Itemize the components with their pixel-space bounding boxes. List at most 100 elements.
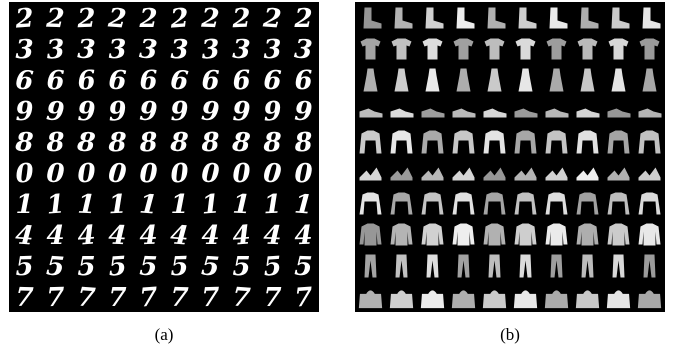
fashion-item [422,224,444,246]
digit: 8 [75,127,96,158]
page: (a) (b) 22222222223333333333666666666699… [0,0,681,356]
digit: 7 [294,282,314,313]
digit: 1 [263,190,282,221]
digit: 0 [232,159,251,190]
digit: 3 [232,35,251,66]
digit: 2 [293,4,312,34]
item-silhouette [422,224,444,246]
digit: 3 [46,34,66,65]
digit: 5 [294,252,313,283]
item-silhouette [515,224,537,246]
digit: 6 [108,66,127,97]
digit: 0 [107,158,127,189]
item-silhouette [546,224,568,246]
digit: 2 [106,3,127,34]
digit: 1 [15,190,33,220]
digit: 6 [294,66,313,97]
fashion-item [608,224,630,246]
digit: 8 [262,128,281,158]
digit: 8 [230,127,251,158]
digit: 1 [138,189,158,220]
digit: 7 [15,283,34,314]
digit: 3 [263,35,282,66]
digit: 7 [46,283,65,314]
digit: 9 [77,97,95,127]
digit: 4 [46,221,64,251]
figure: (a) (b) 22222222223333333333666666666699… [0,0,681,356]
digit: 6 [169,65,189,96]
digit: 9 [108,96,128,127]
item-silhouette [608,224,630,246]
digit: 5 [139,252,158,283]
digit: 8 [138,127,159,158]
digit: 8 [169,128,189,159]
digit: 4 [294,221,313,252]
digit: 9 [263,96,283,127]
digit: 7 [263,283,281,313]
digit: 5 [232,252,250,282]
digit: 5 [45,251,65,282]
digit: 3 [170,35,188,65]
fashion-item [360,224,382,246]
digit: 6 [201,66,219,96]
fashion-item [639,224,661,246]
fashion-item [391,224,413,246]
digit: 9 [294,97,313,128]
digit: 8 [45,128,65,159]
digit: 9 [200,96,220,127]
digit: 4 [14,220,34,251]
digit: 9 [45,96,65,127]
digit: 8 [107,128,126,158]
digit: 0 [201,159,220,190]
digit: 6 [139,66,158,97]
fashion-item [453,224,475,246]
digit: 7 [170,283,189,314]
digit: 7 [231,282,251,313]
digit: 1 [293,189,313,220]
digit: 5 [15,252,34,283]
digit: 3 [77,35,96,66]
digit: 6 [232,65,252,96]
digit: 6 [77,65,97,96]
digit: 5 [108,251,128,282]
digit: 5 [263,251,283,282]
digit: 2 [200,4,220,35]
digit: 2 [76,4,96,35]
digit: 8 [14,128,34,159]
digit: 6 [263,66,282,97]
digit: 7 [108,283,126,313]
digit: 4 [139,221,158,252]
fashion-item [577,224,599,246]
digit: 7 [201,283,220,314]
digit: 6 [46,66,64,96]
digit: 3 [138,34,158,65]
digit: 7 [76,282,96,313]
fashion-item [546,224,568,246]
digit: 4 [108,221,127,252]
digit: 2 [261,3,282,34]
digit: 5 [77,252,95,282]
digit: 5 [170,252,189,283]
digit: 3 [15,35,33,65]
digit: 4 [263,221,282,252]
digit: 1 [46,189,66,220]
digit: 6 [14,65,34,96]
digit: 4 [232,220,252,251]
digit: 4 [77,220,97,251]
digit: 0 [77,159,96,190]
digit: 3 [108,35,127,66]
digit: 0 [294,159,312,189]
digit: 2 [169,3,190,34]
digit: 4 [169,220,189,251]
digit: 4 [201,221,219,251]
digit: 1 [108,190,127,221]
caption-b: (b) [500,325,520,344]
digit: 0 [262,158,282,189]
digit: 9 [139,97,158,128]
item-silhouette [639,224,661,246]
digit: 5 [200,251,220,282]
digit: 9 [170,97,189,128]
fashion-item [515,224,537,246]
digit: 8 [293,127,314,158]
digit: 2 [45,4,65,35]
